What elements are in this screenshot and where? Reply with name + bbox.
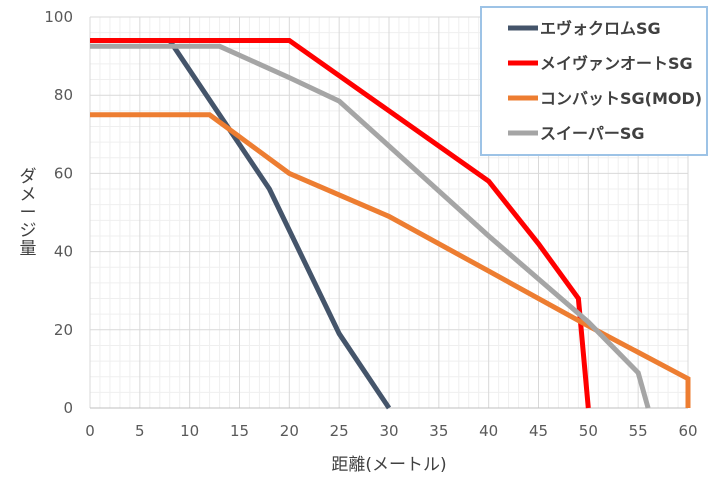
- x-axis-title: 距離(メートル): [331, 455, 446, 475]
- y-tick-label: 60: [54, 164, 73, 182]
- legend-box: [480, 6, 708, 156]
- x-tick-label: 35: [429, 422, 448, 440]
- legend-label: メイヴァンオートSG: [540, 54, 693, 73]
- x-tick-label: 25: [330, 422, 349, 440]
- y-axis-title: ダメージ量: [20, 167, 37, 259]
- series-line-3: [90, 112, 691, 408]
- x-tick-label: 60: [678, 422, 697, 440]
- series-line-4: [90, 43, 651, 409]
- x-tick-label: 15: [230, 422, 249, 440]
- y-tick-label: 40: [54, 243, 73, 261]
- x-tick-label: 30: [379, 422, 398, 440]
- y-tick-label: 100: [44, 8, 73, 26]
- x-tick-label: 45: [529, 422, 548, 440]
- y-tick-label: 0: [63, 399, 73, 417]
- y-tick-label: 20: [54, 321, 73, 339]
- grid: [89, 16, 689, 409]
- series-lines: [90, 38, 691, 410]
- x-tick-label: 10: [180, 422, 199, 440]
- y-tick-label: 80: [54, 86, 73, 104]
- legend-label: スイーパーSG: [540, 124, 645, 143]
- legend-label: コンバットSG(MOD): [540, 89, 702, 108]
- x-tick-label: 50: [579, 422, 598, 440]
- x-tick-label: 55: [629, 422, 648, 440]
- x-tick-label: 20: [280, 422, 299, 440]
- legend: エヴォクロムSG メイヴァンオートSG コンバットSG(MOD) スイーパーSG: [480, 6, 708, 156]
- x-tick-label: 0: [85, 422, 95, 440]
- legend-label: エヴォクロムSG: [540, 19, 661, 38]
- x-tick-label: 40: [479, 422, 498, 440]
- x-tick-label: 5: [135, 422, 145, 440]
